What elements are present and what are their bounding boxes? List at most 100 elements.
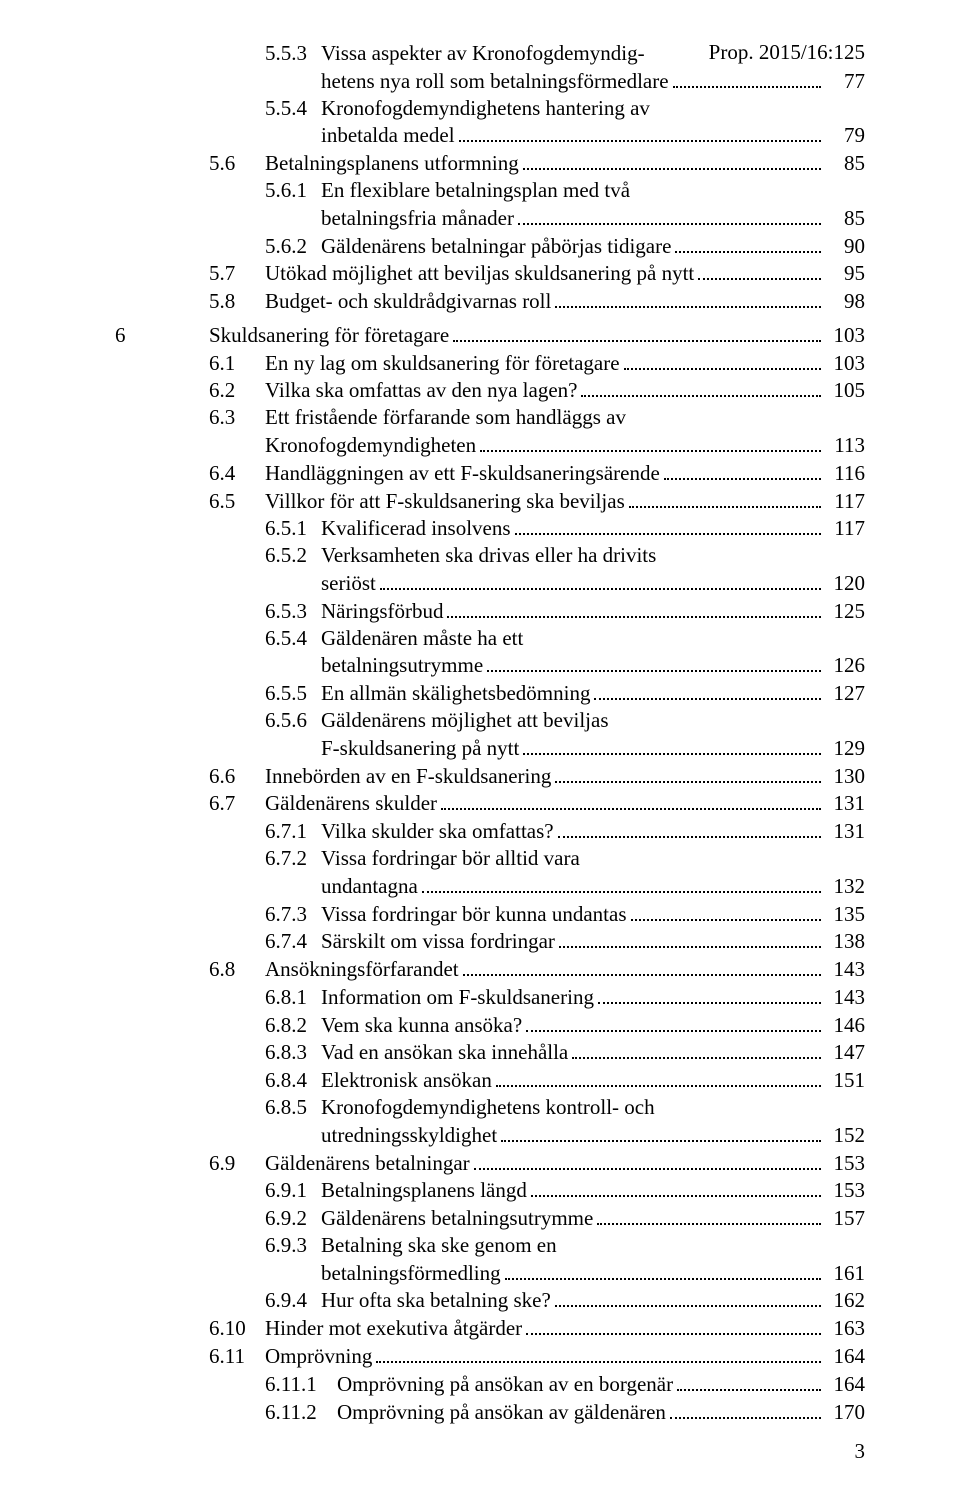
- toc-page-number: 153: [825, 1177, 865, 1204]
- toc-entry: 6.9.3Betalning ska ske genom en: [115, 1232, 865, 1259]
- toc-page-number: 153: [825, 1150, 865, 1177]
- toc-section-number: 6.5.6: [265, 707, 321, 734]
- toc-section-number: 6.7.4: [265, 928, 321, 955]
- toc-page-number: 161: [825, 1260, 865, 1287]
- toc-entry: 5.6.1En flexiblare betalningsplan med tv…: [115, 177, 865, 204]
- toc-title: betalningsutrymme: [321, 652, 483, 679]
- toc-title: hetens nya roll som betalningsförmedlare: [321, 68, 669, 95]
- toc-page-number: 130: [825, 763, 865, 790]
- toc-entry: 6.11.1Omprövning på ansökan av en borgen…: [115, 1370, 865, 1398]
- toc-entry: utredningsskyldighet152: [115, 1121, 865, 1149]
- toc-leader: [559, 927, 821, 948]
- toc-leader: [624, 349, 821, 370]
- toc-leader: [572, 1038, 821, 1059]
- toc-title: Gäldenärens skulder: [265, 790, 437, 817]
- toc-section-number: 6.8.3: [265, 1039, 321, 1066]
- toc-entry: betalningsutrymme 126: [115, 652, 865, 680]
- toc-page-number: 138: [825, 928, 865, 955]
- toc-entry: 6.7.3Vissa fordringar bör kunna undantas…: [115, 900, 865, 928]
- toc-section-number: 5.5.3: [265, 40, 321, 67]
- toc-page-number: 125: [825, 598, 865, 625]
- toc-entry: 6.5.3Näringsförbud125: [115, 597, 865, 625]
- toc-entry: 6.9.1Betalningsplanens längd 153: [115, 1176, 865, 1204]
- toc-title: Ansökningsförfarandet: [265, 956, 459, 983]
- toc-title: Budget- och skuldrådgivarnas roll: [265, 288, 551, 315]
- toc-title: Vad en ansökan ska innehålla: [321, 1039, 568, 1066]
- toc-leader: [523, 149, 821, 170]
- toc-entry: 6.6Innebörden av en F-skuldsanering130: [115, 762, 865, 790]
- toc-section-number: 6.8.4: [265, 1067, 321, 1094]
- toc-section-number: 6.11.1: [265, 1371, 337, 1398]
- toc-title: Kronofogdemyndighetens hantering av: [321, 95, 650, 122]
- toc-page-number: 127: [825, 680, 865, 707]
- toc-title: Handläggningen av ett F-skuldsaneringsär…: [265, 460, 660, 487]
- toc-title: Verksamheten ska drivas eller ha drivits: [321, 542, 656, 569]
- toc-title: Skuldsanering för företagare: [209, 322, 449, 349]
- toc-title: Vissa fordringar bör kunna undantas: [321, 901, 627, 928]
- toc-page-number: 152: [825, 1122, 865, 1149]
- toc-section-number: 6.4: [209, 460, 265, 487]
- toc-leader: [376, 1342, 821, 1363]
- toc-title: Särskilt om vissa fordringar: [321, 928, 555, 955]
- toc-page-number: 113: [825, 432, 865, 459]
- toc-page-number: 164: [825, 1371, 865, 1398]
- toc-page-number: 170: [825, 1399, 865, 1426]
- toc-title: Omprövning på ansökan av gäldenären: [337, 1399, 666, 1426]
- toc-title: Omprövning på ansökan av en borgenär: [337, 1371, 673, 1398]
- toc-page-number: 143: [825, 956, 865, 983]
- toc-leader: [459, 122, 821, 143]
- toc-entry: 6.11.2Omprövning på ansökan av gäldenäre…: [115, 1398, 865, 1426]
- toc-title: Hur ofta ska betalning ske?: [321, 1287, 551, 1314]
- toc-leader: [523, 734, 821, 755]
- toc-leader: [518, 204, 821, 225]
- toc-leader: [673, 67, 821, 88]
- toc-page-number: 105: [825, 377, 865, 404]
- toc-leader: [505, 1259, 821, 1280]
- toc-page-number: 98: [825, 288, 865, 315]
- toc-leader: [447, 597, 821, 618]
- toc-section-number: 6.11.2: [265, 1399, 337, 1426]
- toc-section-number: 6.5.5: [265, 680, 321, 707]
- toc-leader: [698, 259, 821, 280]
- toc-title: Innebörden av en F-skuldsanering: [265, 763, 551, 790]
- toc-page-number: 126: [825, 652, 865, 679]
- toc-entry: 5.8Budget- och skuldrådgivarnas roll 98: [115, 287, 865, 315]
- toc-entry: betalningsfria månader85: [115, 204, 865, 232]
- toc-entry: 6.10Hinder mot exekutiva åtgärder163: [115, 1314, 865, 1342]
- prop-header: Prop. 2015/16:125: [709, 40, 865, 65]
- toc-section-number: 6.8.5: [265, 1094, 321, 1121]
- toc-page-number: 103: [825, 350, 865, 377]
- toc-section-number: 5.6: [209, 150, 265, 177]
- toc-section-number: 6.7.3: [265, 901, 321, 928]
- toc-entry: 6.5.5En allmän skälighetsbedömning127: [115, 679, 865, 707]
- toc-title: Gäldenärens möjlighet att beviljas: [321, 707, 609, 734]
- toc-section-number: 6.9.1: [265, 1177, 321, 1204]
- toc-section-number: 6.8.1: [265, 984, 321, 1011]
- toc-page-number: 131: [825, 790, 865, 817]
- toc-leader: [670, 1398, 821, 1419]
- toc-leader: [597, 1204, 821, 1225]
- toc-title: F-skuldsanering på nytt: [321, 735, 519, 762]
- toc-entry: 6.9.2Gäldenärens betalningsutrymme157: [115, 1204, 865, 1232]
- toc-section-number: 6.9.4: [265, 1287, 321, 1314]
- toc-title: En flexiblare betalningsplan med två: [321, 177, 630, 204]
- toc-leader: [515, 514, 821, 535]
- toc-page-number: 116: [825, 460, 865, 487]
- toc-section-number: 6.5.3: [265, 598, 321, 625]
- toc-entry: F-skuldsanering på nytt129: [115, 734, 865, 762]
- toc-title: Betalningsplanens längd: [321, 1177, 527, 1204]
- toc-page-number: 135: [825, 901, 865, 928]
- toc-leader: [531, 1176, 821, 1197]
- toc-section-number: 5.6.1: [265, 177, 321, 204]
- toc-leader: [555, 762, 821, 783]
- toc-title: Information om F-skuldsanering: [321, 984, 594, 1011]
- toc-page-number: 77: [825, 68, 865, 95]
- toc-section-number: 6.7.2: [265, 845, 321, 872]
- toc-section-number: 5.8: [209, 288, 265, 315]
- toc-leader: [555, 1287, 821, 1308]
- toc-entry: 6.7.1Vilka skulder ska omfattas?131: [115, 817, 865, 845]
- toc-section-number: 6.8.2: [265, 1012, 321, 1039]
- toc-page-number: 90: [825, 233, 865, 260]
- toc-leader: [631, 900, 822, 921]
- toc-page-number: 146: [825, 1012, 865, 1039]
